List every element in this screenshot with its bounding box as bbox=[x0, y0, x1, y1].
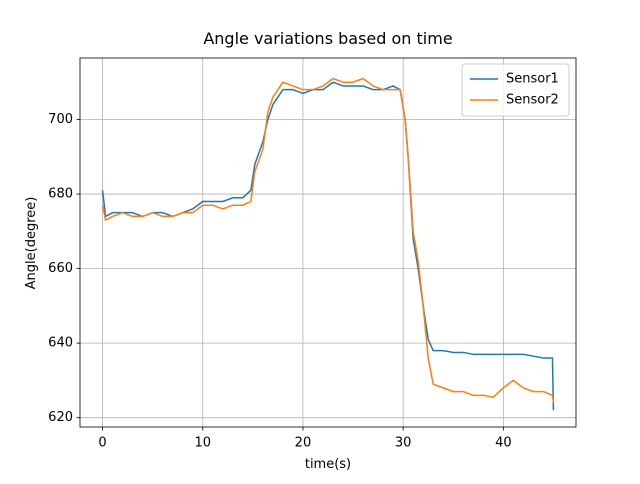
legend-label: Sensor1 bbox=[506, 72, 559, 87]
x-tick-label: 40 bbox=[495, 436, 512, 451]
x-tick-label: 30 bbox=[395, 436, 412, 451]
y-tick-label: 680 bbox=[48, 187, 73, 202]
legend-box bbox=[461, 63, 570, 117]
legend-label: Sensor2 bbox=[506, 93, 559, 108]
line-series bbox=[101, 77, 555, 403]
x-tick-label: 10 bbox=[194, 436, 211, 451]
axes-frame bbox=[79, 57, 577, 428]
y-axis-label: Angle(degree) bbox=[24, 197, 39, 290]
x-tick-label: 0 bbox=[98, 436, 106, 451]
x-axis-label: time(s) bbox=[305, 457, 351, 472]
x-tick-label: 20 bbox=[295, 436, 312, 451]
chart-title: Angle variations based on time bbox=[203, 29, 452, 48]
y-tick-label: 700 bbox=[48, 112, 73, 127]
y-tick-label: 620 bbox=[48, 410, 73, 425]
y-tick-label: 660 bbox=[48, 261, 73, 276]
y-tick-label: 640 bbox=[48, 336, 73, 351]
